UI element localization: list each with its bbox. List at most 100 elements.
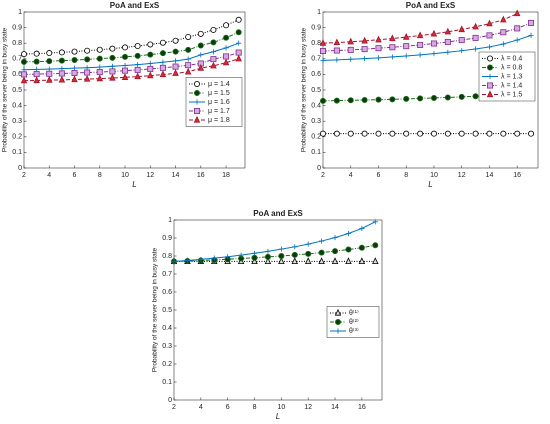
marker	[96, 74, 104, 82]
marker	[122, 53, 129, 60]
marker	[210, 56, 217, 63]
marker	[147, 51, 154, 58]
x-tick-label: 2	[321, 172, 325, 179]
marker	[347, 37, 354, 45]
marker	[264, 253, 271, 260]
y-tick-label: 0.9	[12, 24, 22, 31]
marker	[486, 19, 493, 27]
x-tick-label: 16	[358, 404, 366, 411]
x-tick-label: 10	[277, 404, 285, 411]
x-tick-label: 6	[377, 172, 381, 179]
legend-label: μ = 1.7	[208, 108, 230, 115]
y-tick-label: 0.8	[162, 253, 172, 260]
y-tick-label: 0.9	[162, 235, 172, 242]
y-tick-label: 0.1	[162, 379, 172, 386]
marker	[417, 130, 424, 137]
y-tick-label: 0.8	[12, 40, 22, 47]
marker	[403, 53, 409, 59]
marker	[251, 257, 258, 265]
y-tick-label: 0.7	[162, 271, 172, 278]
marker	[172, 48, 179, 55]
y-tick-label: 0.8	[311, 40, 321, 47]
legend-marker	[486, 55, 493, 62]
x-tick-label: 16	[197, 172, 205, 179]
marker	[375, 130, 382, 137]
marker	[332, 235, 338, 241]
marker	[198, 52, 204, 58]
marker	[135, 61, 141, 68]
series-line	[173, 244, 376, 262]
y-tick-label: 0.3	[162, 343, 172, 350]
marker	[430, 94, 437, 101]
marker	[333, 130, 340, 137]
marker	[223, 45, 229, 51]
marker	[278, 246, 284, 252]
marker	[198, 256, 204, 263]
marker	[372, 242, 379, 249]
marker	[291, 257, 299, 265]
marker	[305, 250, 312, 257]
marker	[347, 130, 354, 137]
marker	[430, 40, 437, 47]
marker	[375, 96, 382, 103]
marker	[372, 219, 378, 225]
marker	[46, 76, 53, 83]
marker	[358, 257, 366, 265]
x-tick-label: 12	[146, 172, 154, 179]
x-tick-label: 8	[404, 172, 408, 179]
y-tick-label: 0	[168, 397, 172, 404]
marker	[236, 40, 242, 46]
x-tick-label: 4	[47, 172, 51, 179]
x-axis-label: L	[132, 180, 136, 189]
marker	[210, 26, 217, 33]
marker	[121, 73, 129, 80]
legend-marker	[193, 108, 200, 115]
marker	[265, 248, 271, 254]
marker	[333, 38, 341, 46]
y-tick-label: 0.4	[162, 325, 172, 332]
marker	[58, 75, 66, 83]
marker	[514, 130, 521, 137]
y-axis-label: Probability of the server being in busy …	[152, 247, 159, 372]
legend-marker	[486, 90, 494, 98]
marker	[71, 69, 78, 76]
legend-marker	[487, 73, 493, 80]
marker	[500, 29, 507, 36]
marker	[334, 57, 340, 63]
x-tick-label: 14	[486, 172, 494, 179]
marker	[278, 252, 285, 259]
y-tick-label: 1	[18, 9, 22, 16]
marker	[197, 64, 205, 71]
marker	[389, 96, 396, 103]
marker	[147, 60, 153, 67]
marker	[20, 76, 28, 84]
marker	[444, 130, 451, 137]
marker	[372, 257, 379, 265]
chart-title: PoA and ExS	[406, 1, 456, 10]
legend-marker	[486, 64, 493, 71]
marker	[514, 25, 521, 32]
x-tick-label: 2	[172, 404, 176, 411]
marker	[345, 246, 352, 253]
marker	[235, 29, 242, 36]
marker	[389, 44, 396, 51]
y-tick-label: 0.2	[12, 134, 22, 141]
marker	[459, 48, 465, 54]
legend: θ⁽¹⁾θ⁽²⁾θ⁽³⁾	[326, 306, 380, 338]
chart-title: PoA and ExS	[253, 209, 303, 218]
y-tick-label: 0.5	[12, 87, 22, 94]
x-tick-label: 6	[73, 172, 77, 179]
marker	[500, 41, 506, 47]
marker	[58, 49, 65, 56]
marker	[84, 65, 90, 71]
marker	[147, 65, 154, 72]
marker	[84, 56, 91, 63]
marker	[389, 130, 396, 137]
x-tick-label: 8	[98, 172, 102, 179]
series-line	[173, 221, 376, 262]
marker	[96, 55, 103, 62]
y-tick-label: 0.3	[311, 118, 321, 125]
marker	[359, 225, 365, 232]
legend-marker	[334, 318, 341, 325]
marker	[20, 71, 27, 78]
